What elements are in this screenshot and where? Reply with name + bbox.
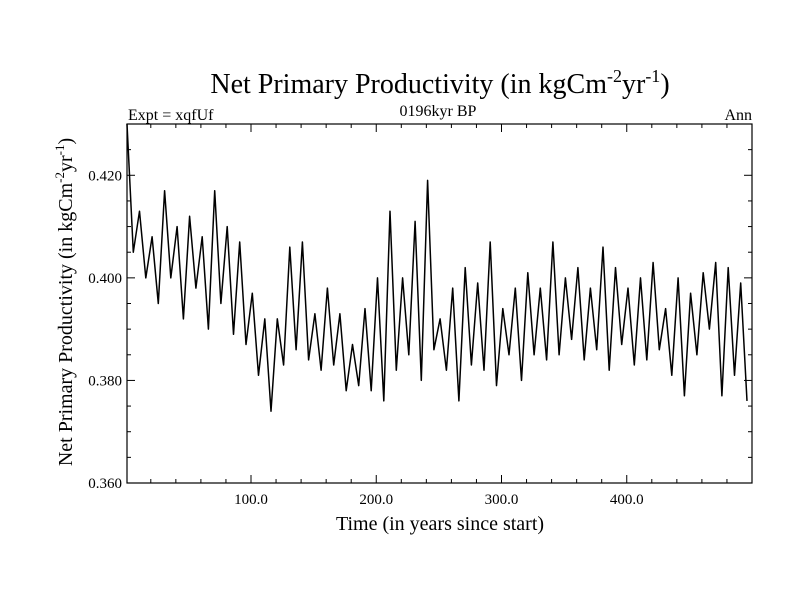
experiment-label: Expt = xqfUf [128,107,214,124]
x-axis-label: Time (in years since start) [336,513,544,535]
x-tick-label: 300.0 [485,492,519,508]
y-tick-label: 0.400 [88,271,122,287]
season-label: Ann [724,107,752,124]
x-tick-label: 400.0 [610,492,644,508]
series-layer [126,123,748,412]
series-line [126,123,748,412]
chart-title: Net Primary Productivity (in kgCm-2yr-1) [210,66,669,100]
y-tick-label: 0.360 [88,476,122,492]
x-ticks: 100.0 200.0 300.0 400.0 [150,124,728,508]
x-tick-label: 100.0 [234,492,268,508]
x-tick-label: 200.0 [359,492,393,508]
period-label: 0196kyr BP [400,103,477,120]
y-tick-label: 0.380 [88,373,122,389]
y-tick-label: 0.420 [88,168,122,184]
y-ticks: 0.360 0.380 0.400 0.420 [88,149,752,492]
y-axis-label: Net Primary Productivity (in kgCm-2yr-1) [52,138,77,466]
